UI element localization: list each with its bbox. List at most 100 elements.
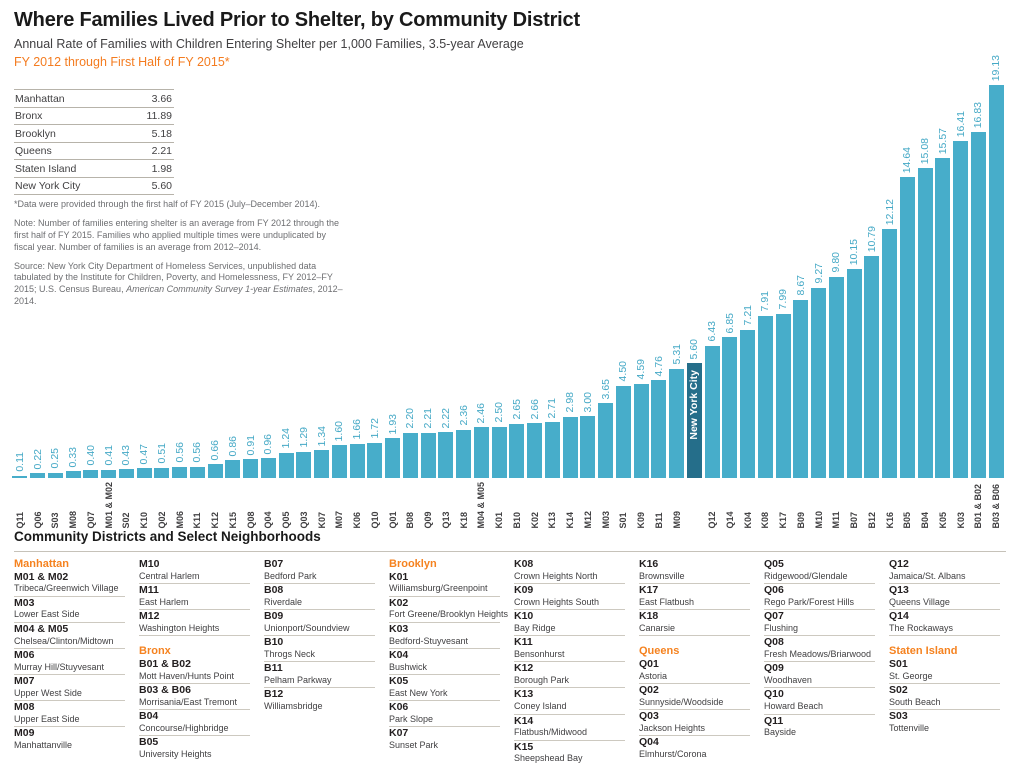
summary-row-label: Staten Island bbox=[15, 162, 77, 175]
district-name: Astoria bbox=[639, 670, 668, 681]
bar-slot: 1.66 bbox=[348, 419, 366, 478]
bar-category-label: K01 bbox=[494, 512, 505, 529]
bar-slot: 7.21 bbox=[739, 305, 757, 478]
bar-value-label: 10.15 bbox=[848, 239, 861, 266]
bar-slot: 2.20 bbox=[402, 408, 420, 478]
bar-category-label: K09 bbox=[636, 512, 647, 529]
bar-slot: 1.60 bbox=[331, 421, 349, 478]
district-entry: Q02 Sunnyside/Woodside bbox=[639, 684, 750, 711]
bar-category-label: B04 bbox=[920, 512, 931, 529]
district-name: Sunnyside/Woodside bbox=[639, 696, 724, 707]
district-entry: M12 Washington Heights bbox=[139, 610, 250, 637]
bar-slot: 5.60 New York City bbox=[686, 339, 704, 478]
summary-row: Staten Island 1.98 bbox=[14, 160, 174, 178]
district-code: M06 bbox=[14, 648, 35, 661]
bar-value-label: 2.50 bbox=[493, 402, 506, 423]
bar-category-label: B07 bbox=[849, 512, 860, 529]
bar-slot: 0.56 bbox=[171, 442, 189, 478]
district-name: Tribeca/Greenwich Village bbox=[14, 583, 119, 594]
bar-category-label: Q08 bbox=[245, 511, 256, 529]
bar-category-label: Q12 bbox=[707, 511, 718, 529]
district-entry: Q07 Flushing bbox=[764, 610, 875, 637]
bar-category-label: Q11 bbox=[14, 512, 25, 529]
bar-value-label: 5.60 bbox=[688, 338, 701, 359]
bars-row: 0.11 0.22 0.25 0.33 0.40 0.41 0.43 0.47 0.51 0.56… bbox=[11, 55, 1009, 478]
bar-value-label: 1.60 bbox=[333, 420, 346, 442]
footnote-asterisk: *Data were provided through the first ha… bbox=[14, 199, 320, 209]
district-name: Sunset Park bbox=[389, 739, 439, 750]
district-name: Crown Heights South bbox=[514, 596, 600, 607]
district-code: K13 bbox=[514, 688, 534, 701]
bar-slot: 4.76 bbox=[650, 356, 668, 478]
summary-row: Manhattan 3.66 bbox=[14, 90, 174, 108]
summary-row-value: 1.98 bbox=[151, 162, 172, 175]
district-entry: M07 Upper West Side bbox=[14, 675, 125, 702]
district-code: Q12 bbox=[889, 558, 909, 570]
bar-slot: 15.57 bbox=[934, 128, 952, 478]
district-code: Q03 bbox=[639, 710, 659, 723]
bar-category-label: Q14 bbox=[724, 511, 735, 529]
district-name: Park Slope bbox=[389, 713, 434, 724]
bar-slot: 2.98 bbox=[561, 392, 579, 478]
bar-slot: 3.65 bbox=[597, 379, 615, 478]
district-code: M08 bbox=[14, 701, 35, 714]
bar-slot: 10.79 bbox=[863, 226, 881, 478]
bar-q14 bbox=[722, 337, 738, 478]
bar-value-label: 3.65 bbox=[599, 378, 612, 400]
bar-slot: 6.85 bbox=[721, 313, 739, 478]
bar-value-label: 0.86 bbox=[226, 435, 239, 457]
district-entry: S01 St. George bbox=[889, 658, 1000, 685]
district-code: B05 bbox=[139, 736, 159, 749]
bar-m11 bbox=[828, 276, 844, 478]
bar-m01-m02 bbox=[101, 469, 117, 478]
bar-slot: 0.91 bbox=[242, 435, 260, 478]
district-entry: B11 Pelham Parkway bbox=[264, 662, 375, 689]
bar-s01 bbox=[615, 385, 631, 478]
bar-category-label: B03 & B06 bbox=[991, 484, 1002, 529]
bar-k18 bbox=[456, 429, 472, 478]
bar-category-label: M10 bbox=[813, 511, 824, 529]
chart-period: FY 2012 through First Half of FY 2015* bbox=[14, 55, 230, 69]
bar-slot: 2.46 bbox=[473, 403, 491, 478]
district-name: Washington Heights bbox=[139, 622, 220, 633]
bar-new-york-city: New York City bbox=[686, 362, 702, 478]
bar-category-label: B05 bbox=[902, 512, 913, 529]
bar-category-label: M11 bbox=[831, 511, 842, 529]
bar-value-label: 2.46 bbox=[475, 403, 488, 424]
district-entry: K05 East New York bbox=[389, 675, 500, 702]
bar-k04 bbox=[740, 329, 756, 478]
bar-slot: 0.25 bbox=[47, 448, 65, 478]
bar-value-label: 1.72 bbox=[368, 418, 381, 439]
district-name: Williamsbridge bbox=[264, 701, 323, 712]
district-entry: K06 Park Slope bbox=[389, 701, 500, 728]
district-code: K04 bbox=[389, 648, 409, 661]
bar-q11 bbox=[12, 475, 28, 478]
bar-category-label: S03 bbox=[50, 512, 61, 529]
summary-row-label: Brooklyn bbox=[15, 127, 56, 140]
bar-q08 bbox=[243, 459, 259, 478]
bar-b07 bbox=[846, 269, 862, 478]
bar-k03 bbox=[953, 140, 969, 478]
district-entry: K15 Sheepshead Bay bbox=[514, 741, 625, 766]
district-entry: Q11 Bayside bbox=[764, 715, 875, 740]
bar-category-label: S01 bbox=[618, 512, 629, 529]
bar-k11 bbox=[189, 466, 205, 478]
bar-slot: 1.24 bbox=[277, 428, 295, 478]
bar-category-label: Q09 bbox=[423, 511, 434, 529]
bar-slot: 0.40 bbox=[82, 445, 100, 478]
district-entry: Q14 The Rockaways bbox=[889, 610, 1000, 637]
district-code: K01 bbox=[389, 570, 409, 583]
summary-row: Brooklyn 5.18 bbox=[14, 125, 174, 143]
district-name: Canarsie bbox=[639, 622, 676, 633]
district-name: Morrisania/East Tremont bbox=[139, 696, 238, 707]
bar-slot: 0.11 bbox=[11, 452, 29, 478]
district-name: Central Harlem bbox=[139, 570, 200, 581]
district-name: Chelsea/Clinton/Midtown bbox=[14, 635, 114, 646]
district-code: M07 bbox=[14, 675, 35, 688]
bar-q05 bbox=[278, 452, 294, 478]
legend-column: M10 Central Harlem M11 East Harlem M12 Washin… bbox=[139, 558, 250, 766]
district-code: B07 bbox=[264, 558, 284, 570]
district-code: K07 bbox=[389, 727, 409, 740]
bar-slot: 15.08 bbox=[916, 138, 934, 478]
